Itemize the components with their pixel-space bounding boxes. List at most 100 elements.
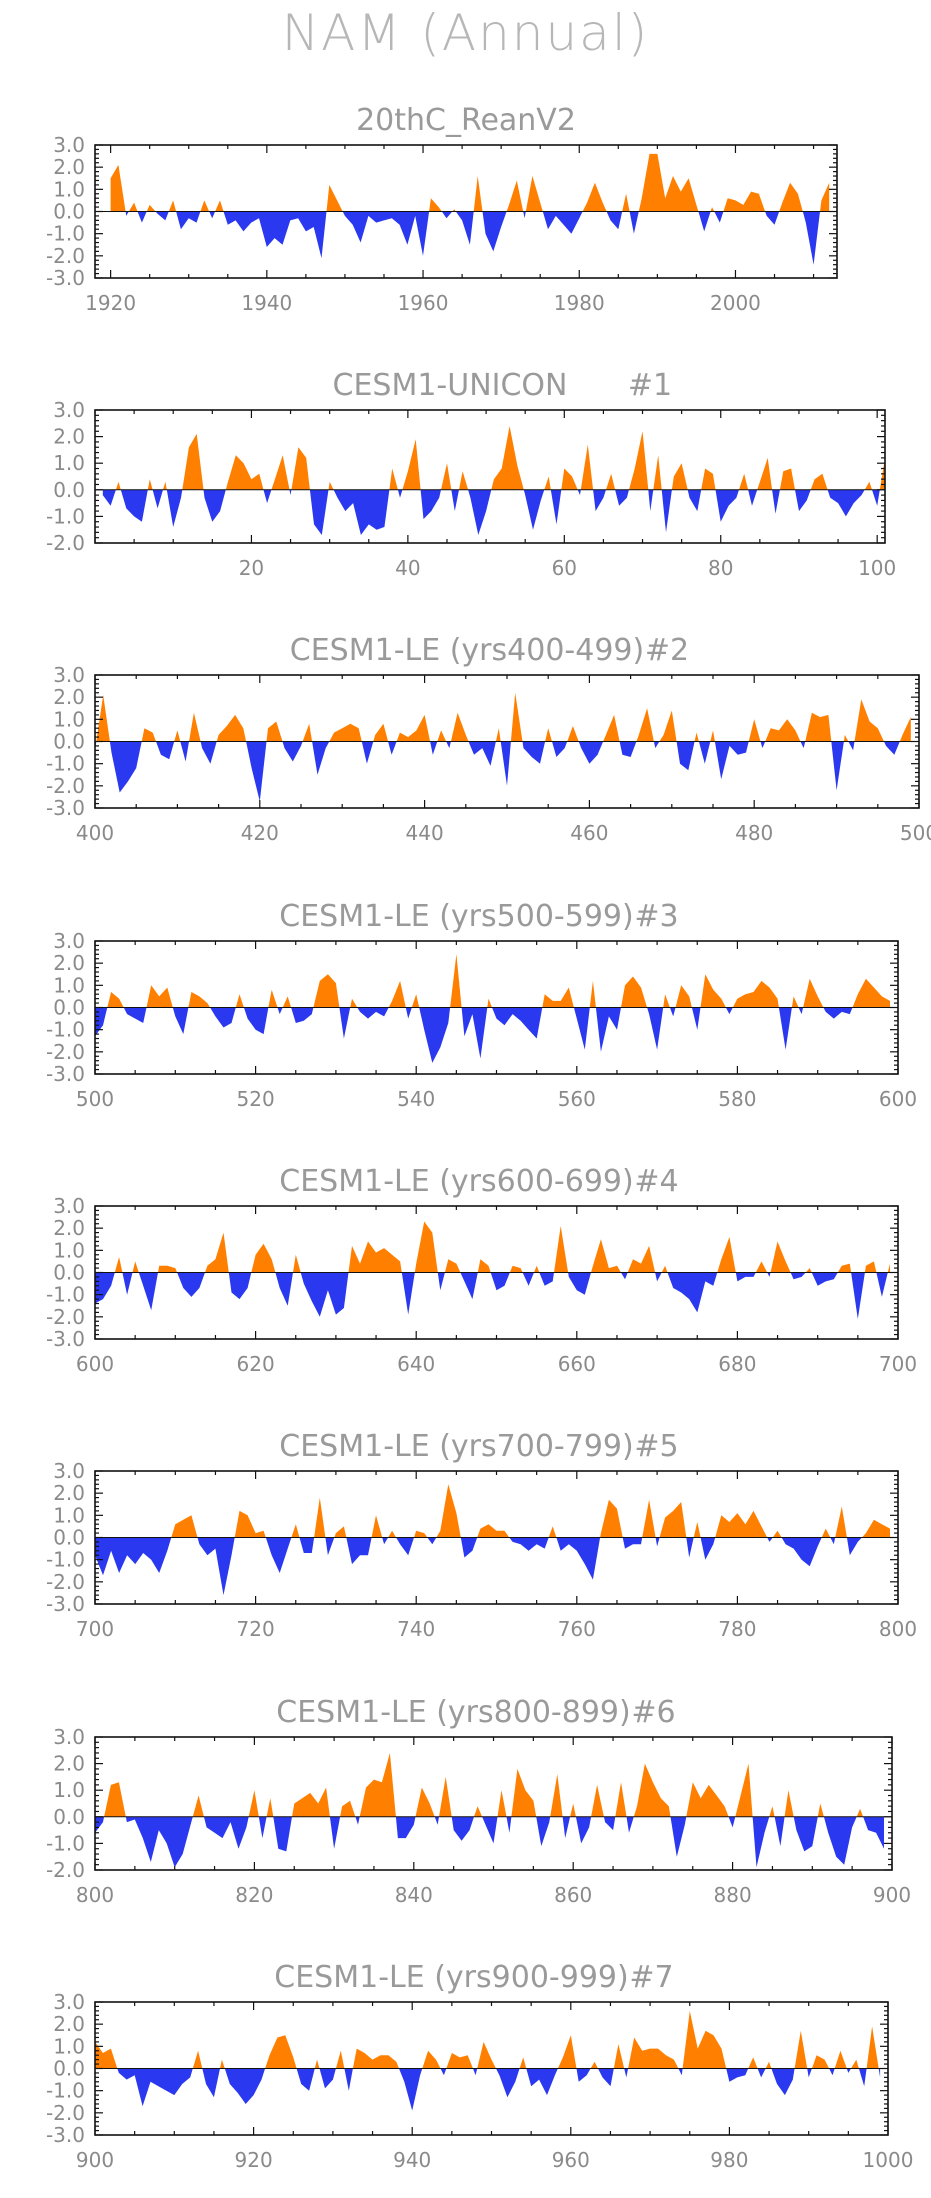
negative-anomaly-area bbox=[197, 1537, 235, 1596]
negative-anomaly-area bbox=[606, 211, 623, 230]
x-tick-label: 760 bbox=[558, 1617, 596, 1641]
negative-anomaly-area bbox=[598, 2068, 614, 2087]
positive-anomaly-area bbox=[506, 180, 524, 212]
positive-anomaly-area bbox=[439, 1776, 452, 1817]
negative-anomaly-area bbox=[715, 489, 739, 522]
negative-anomaly-area bbox=[523, 211, 526, 219]
negative-anomaly-area bbox=[263, 489, 272, 504]
positive-anomaly-area bbox=[415, 1787, 435, 1817]
positive-anomaly-area bbox=[856, 1808, 864, 1817]
x-tick-label: 580 bbox=[718, 1087, 756, 1111]
x-tick-label: 560 bbox=[558, 1087, 596, 1111]
positive-anomaly-area bbox=[266, 721, 283, 742]
positive-anomaly-area bbox=[805, 712, 832, 742]
y-tick-label: 0.0 bbox=[53, 1526, 85, 1550]
negative-anomaly-area bbox=[522, 1272, 534, 1286]
positive-anomaly-area bbox=[852, 978, 890, 1008]
positive-anomaly-area bbox=[554, 1226, 569, 1273]
positive-anomaly-area bbox=[487, 998, 492, 1008]
negative-anomaly-area bbox=[490, 1272, 510, 1291]
x-tick-label: 480 bbox=[735, 821, 773, 845]
panel-5: CESM1-LE (yrs700-799) #53.02.01.00.0-1.0-… bbox=[46, 1429, 917, 1641]
panel-title: 20thC_ReanV2 bbox=[356, 103, 576, 138]
negative-anomaly-area bbox=[357, 1007, 389, 1019]
y-tick-label: 1.0 bbox=[53, 973, 85, 997]
y-tick-label: -1.0 bbox=[46, 222, 85, 246]
y-tick-label: 1.0 bbox=[53, 707, 85, 731]
y-tick-label: 2.0 bbox=[53, 1216, 85, 1240]
negative-anomaly-area bbox=[468, 489, 492, 535]
positive-anomaly-area bbox=[511, 1768, 537, 1817]
negative-anomaly-area bbox=[339, 1007, 351, 1039]
negative-anomaly-area bbox=[265, 1537, 292, 1573]
x-tick-label: 20 bbox=[239, 556, 264, 580]
negative-anomaly-area bbox=[451, 489, 459, 512]
negative-anomaly-area bbox=[496, 2068, 520, 2098]
panel-number: #6 bbox=[631, 1695, 675, 1730]
positive-anomaly-area bbox=[748, 719, 761, 742]
positive-anomaly-area bbox=[755, 1261, 768, 1273]
negative-anomaly-area bbox=[698, 741, 711, 764]
negative-anomaly-area bbox=[120, 489, 148, 522]
y-tick-label: 1.0 bbox=[53, 2034, 85, 2058]
negative-anomaly-area bbox=[539, 1272, 554, 1286]
panel-number: #1 bbox=[628, 368, 672, 403]
y-tick-label: 1.0 bbox=[53, 1503, 85, 1527]
negative-anomaly-area bbox=[615, 489, 629, 506]
positive-anomaly-area bbox=[580, 444, 594, 490]
positive-anomaly-area bbox=[352, 2048, 399, 2069]
negative-anomaly-area bbox=[95, 1816, 105, 1833]
positive-anomaly-area bbox=[627, 1245, 656, 1273]
positive-anomaly-area bbox=[348, 1241, 402, 1273]
negative-anomaly-area bbox=[728, 1816, 736, 1828]
positive-anomaly-area bbox=[854, 699, 884, 742]
x-tick-label: 800 bbox=[76, 1883, 114, 1907]
negative-anomaly-area bbox=[848, 741, 855, 751]
negative-anomaly-area bbox=[460, 1537, 478, 1558]
y-tick-label: 0.0 bbox=[53, 478, 85, 502]
positive-anomaly-area bbox=[477, 1524, 510, 1538]
positive-anomaly-area bbox=[192, 2050, 203, 2069]
positive-anomaly-area bbox=[661, 1265, 668, 1273]
positive-anomaly-area bbox=[682, 2010, 727, 2069]
y-tick-label: -1.0 bbox=[46, 1018, 85, 1042]
x-tick-label: 80 bbox=[708, 556, 733, 580]
negative-anomaly-area bbox=[396, 1537, 414, 1556]
positive-anomaly-area bbox=[158, 1265, 178, 1273]
negative-anomaly-area bbox=[752, 1816, 770, 1868]
positive-anomaly-area bbox=[589, 980, 596, 1008]
positive-anomaly-area bbox=[266, 1798, 274, 1817]
negative-anomaly-area bbox=[361, 741, 374, 764]
negative-anomaly-area bbox=[698, 211, 711, 232]
negative-anomaly-area bbox=[858, 2068, 867, 2087]
negative-anomaly-area bbox=[765, 211, 780, 225]
positive-anomaly-area bbox=[446, 2053, 473, 2069]
positive-anomaly-area bbox=[402, 439, 421, 490]
negative-anomaly-area bbox=[506, 1816, 512, 1833]
positive-anomaly-area bbox=[282, 996, 292, 1008]
negative-anomaly-area bbox=[117, 2068, 193, 2107]
negative-anomaly-area bbox=[461, 1007, 488, 1059]
y-tick-label: -1.0 bbox=[46, 1548, 85, 1572]
negative-anomaly-area bbox=[568, 1272, 591, 1295]
positive-anomaly-area bbox=[168, 200, 177, 212]
x-tick-label: 500 bbox=[76, 1087, 114, 1111]
panel-title: CESM1-UNICON bbox=[333, 368, 568, 403]
positive-anomaly-area bbox=[291, 1524, 300, 1538]
negative-anomaly-area bbox=[273, 1816, 292, 1852]
negative-anomaly-area bbox=[802, 211, 820, 265]
negative-anomaly-area bbox=[125, 1816, 193, 1868]
positive-anomaly-area bbox=[843, 734, 849, 742]
positive-anomaly-area bbox=[642, 1499, 656, 1538]
negative-anomaly-area bbox=[648, 489, 654, 512]
negative-anomaly-area bbox=[624, 2068, 629, 2078]
x-tick-label: 840 bbox=[395, 1883, 433, 1907]
positive-anomaly-area bbox=[628, 2037, 679, 2069]
positive-anomaly-area bbox=[820, 182, 830, 212]
negative-anomaly-area bbox=[282, 741, 303, 762]
negative-anomaly-area bbox=[451, 1816, 474, 1841]
x-tick-label: 1940 bbox=[241, 291, 292, 315]
positive-anomaly-area bbox=[340, 1800, 356, 1817]
negative-anomaly-area bbox=[700, 1537, 716, 1560]
